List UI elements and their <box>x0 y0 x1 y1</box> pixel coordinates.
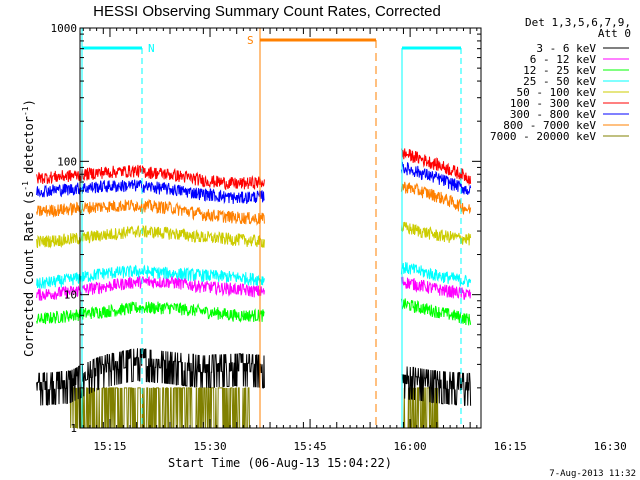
y-axis: 1 10 100 1000 <box>51 22 481 435</box>
legend-label: 7000 - 20000 keV <box>490 130 596 143</box>
series-trace <box>36 275 265 301</box>
legend-label: 12 - 25 keV <box>523 64 596 77</box>
series-50-100-kev <box>36 221 472 249</box>
legend-header-1: Det 1,3,5,6,7,9, <box>525 16 631 29</box>
y-axis-label-mid: detector <box>22 116 36 181</box>
series-800-7000-kev <box>36 181 472 226</box>
series-trace <box>36 348 265 406</box>
x-tick-label: 15:45 <box>294 440 327 453</box>
series-25-50-kev <box>36 262 472 289</box>
series-trace <box>69 387 250 429</box>
plot-area: NS <box>36 28 472 429</box>
series-trace <box>36 264 265 289</box>
x-tick-label: 15:15 <box>93 440 126 453</box>
legend-label: 3 - 6 keV <box>536 42 596 55</box>
x-axis: 15:15 15:30 15:45 16:00 16:15 16:30 <box>82 28 627 453</box>
x-tick-label: 16:00 <box>394 440 427 453</box>
legend-label: 300 - 800 keV <box>510 108 596 121</box>
y-axis-label: Corrected Count Rate (s-1 detector-1) <box>21 99 36 357</box>
x-tick-label: 16:15 <box>494 440 527 453</box>
series-trace <box>36 164 265 191</box>
y-axis-label-end: ) <box>22 99 36 106</box>
series-trace <box>36 224 265 249</box>
series-trace <box>400 221 472 246</box>
y-tick-label: 1000 <box>51 22 78 35</box>
series-trace <box>400 298 472 326</box>
series-7000-20000-kev <box>69 387 440 429</box>
marker-saa-label: S <box>247 34 254 47</box>
series-trace <box>36 198 265 226</box>
legend-label: 25 - 50 keV <box>523 75 596 88</box>
y-axis-label-sup1: -1 <box>21 181 30 191</box>
y-tick-label: 10 <box>64 289 77 302</box>
series-6-12-kev <box>36 275 472 301</box>
footer-timestamp: 7-Aug-2013 11:32 <box>549 469 636 479</box>
legend-header-2: Att 0 <box>598 27 631 40</box>
series-300-800-kev <box>36 161 472 205</box>
series-trace <box>400 148 472 186</box>
y-axis-label-sup2: -1 <box>21 106 30 116</box>
series-trace <box>401 366 472 406</box>
chart-title: HESSI Observing Summary Count Rates, Cor… <box>93 3 441 20</box>
series-trace <box>400 276 472 300</box>
legend-label: 50 - 100 keV <box>517 86 597 99</box>
series-3-6-kev <box>36 348 472 406</box>
plot-frame <box>79 27 482 429</box>
x-axis-label: Start Time (06-Aug-13 15:04:22) <box>168 456 392 470</box>
series-trace <box>400 262 472 288</box>
y-tick-label: 100 <box>57 155 77 168</box>
y-axis-label-main: Corrected Count Rate (s <box>22 191 36 357</box>
y-tick-label: 1 <box>70 422 77 435</box>
series-trace <box>36 301 265 325</box>
legend-label: 800 - 7000 keV <box>503 119 596 132</box>
legend-label: 100 - 300 keV <box>510 97 596 110</box>
series-trace <box>36 179 265 205</box>
legend-label: 6 - 12 keV <box>530 53 597 66</box>
marker-night-label: N <box>148 42 155 55</box>
series-12-25-kev <box>36 298 472 326</box>
series-trace <box>400 181 472 216</box>
series-trace <box>400 161 472 195</box>
series-100-300-kev <box>36 148 472 191</box>
x-tick-label: 16:30 <box>594 440 627 453</box>
x-tick-label: 15:30 <box>193 440 226 453</box>
